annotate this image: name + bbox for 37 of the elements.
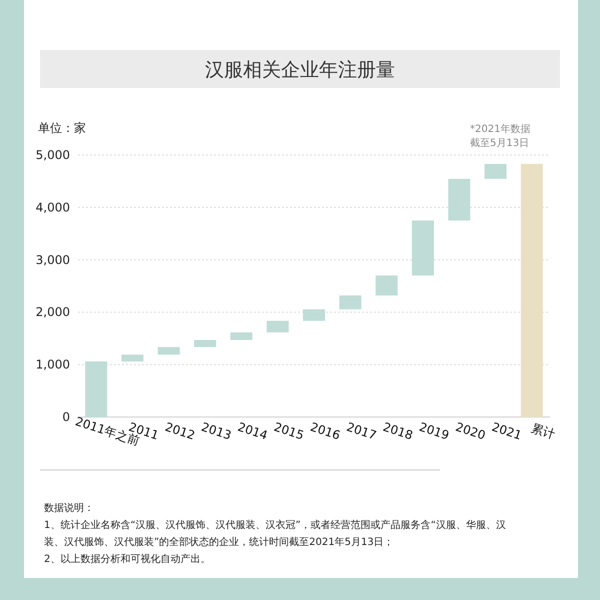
x-tick-label: 2014 bbox=[236, 420, 270, 443]
y-tick-label: 5,000 bbox=[36, 148, 70, 162]
text: 截至5月13日 bbox=[470, 137, 530, 149]
y-tick-label: 0 bbox=[62, 410, 70, 424]
x-tick-label: 2015 bbox=[272, 420, 306, 443]
x-tick-label: 2020 bbox=[454, 420, 488, 443]
x-tick-label: 2012 bbox=[163, 420, 197, 443]
text: 2、以上数据分析和可视化自动产出。 bbox=[44, 552, 212, 567]
text: 数据说明： bbox=[44, 502, 95, 516]
text: 1、统计企业名称含“汉服、汉代服饰、汉代服装、汉衣冠”，或者经营范围或产品服务含“汉服、华服、汉装、汉代服饰、汉代服装”的全部状态的企业，统计时间截至2021年5月13日； bbox=[44, 518, 507, 550]
x-tick-label: 2021 bbox=[490, 420, 524, 443]
y-axis-title: 单位：家 bbox=[38, 121, 86, 135]
bar bbox=[303, 309, 325, 321]
bar bbox=[158, 347, 180, 355]
bar bbox=[520, 164, 543, 417]
x-tick-label: 2017 bbox=[344, 420, 378, 443]
bar bbox=[194, 340, 216, 348]
bar bbox=[484, 164, 507, 179]
y-tick-label: 2,000 bbox=[36, 305, 70, 320]
x-tick-label: 2013 bbox=[200, 420, 233, 443]
y-tick-label: 1,000 bbox=[36, 358, 70, 372]
bar bbox=[85, 361, 108, 417]
bar bbox=[121, 354, 144, 362]
bar bbox=[412, 220, 434, 276]
x-tick-label: 2016 bbox=[308, 420, 342, 443]
x-tick-label: 累计 bbox=[530, 420, 557, 442]
bar bbox=[339, 295, 362, 310]
x-tick-label: 2019 bbox=[417, 420, 451, 443]
y-tick-label: 3,000 bbox=[36, 252, 70, 267]
text: *2021年数据 bbox=[470, 123, 530, 135]
bar bbox=[376, 276, 398, 296]
bar bbox=[448, 178, 470, 220]
y-tick-label: 4,000 bbox=[36, 200, 70, 214]
chart-title: 汉服相关企业年注册量 bbox=[205, 59, 395, 81]
bar bbox=[266, 320, 289, 332]
bar bbox=[230, 332, 252, 340]
x-tick-label: 2018 bbox=[381, 420, 415, 443]
